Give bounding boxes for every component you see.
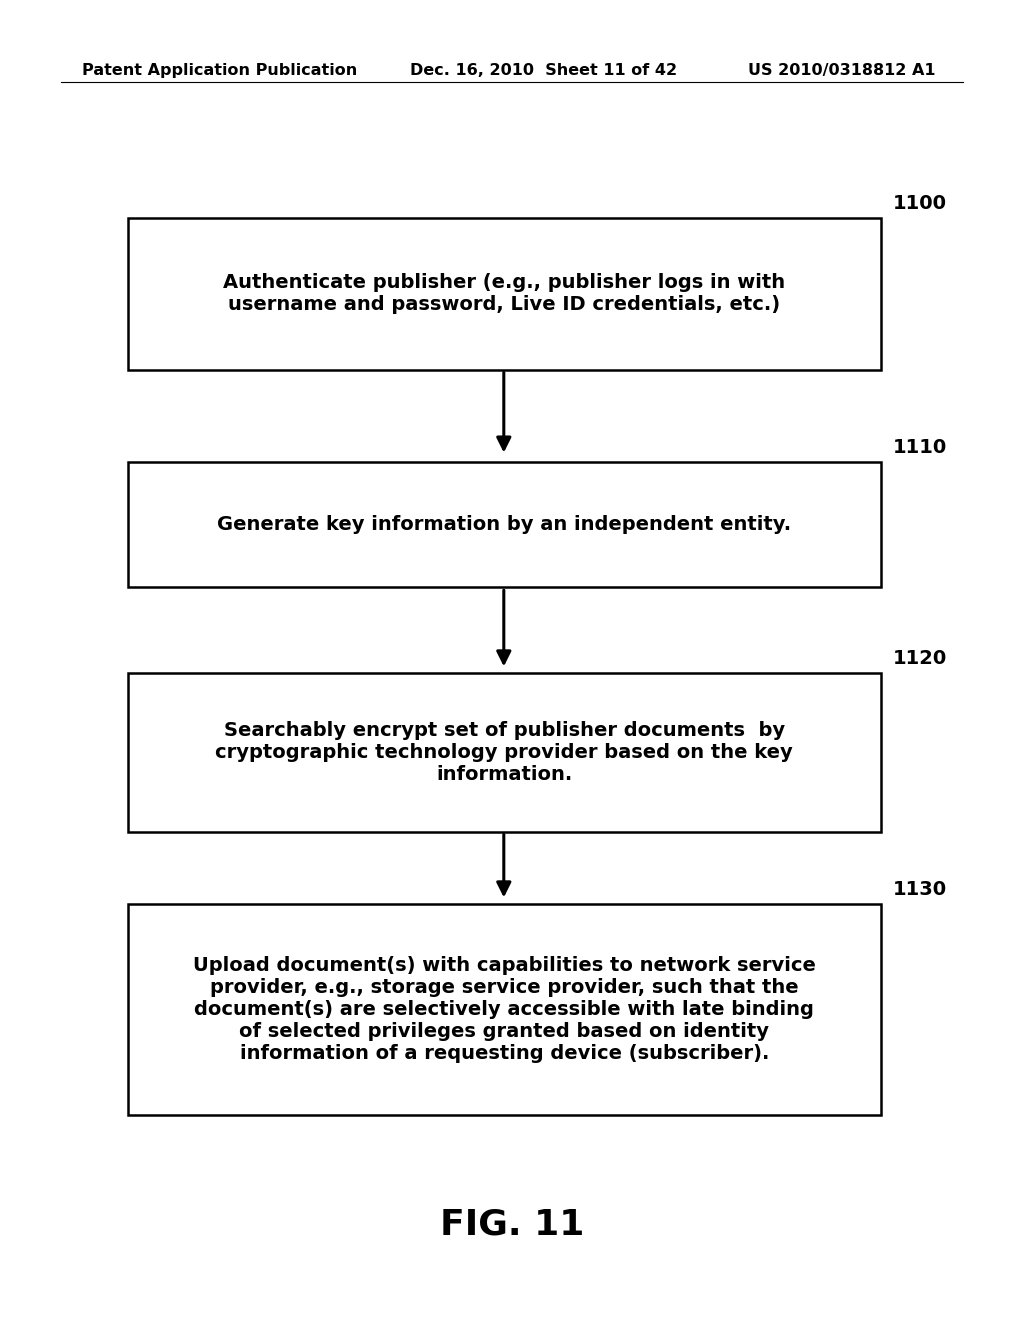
Text: Upload document(s) with capabilities to network service
provider, e.g., storage : Upload document(s) with capabilities to …	[193, 956, 816, 1064]
Text: Patent Application Publication: Patent Application Publication	[82, 63, 357, 78]
Text: 1130: 1130	[893, 880, 947, 899]
Text: Searchably encrypt set of publisher documents  by
cryptographic technology provi: Searchably encrypt set of publisher docu…	[215, 721, 794, 784]
Text: Generate key information by an independent entity.: Generate key information by an independe…	[217, 515, 792, 535]
Text: FIG. 11: FIG. 11	[440, 1208, 584, 1242]
Text: Dec. 16, 2010  Sheet 11 of 42: Dec. 16, 2010 Sheet 11 of 42	[410, 63, 677, 78]
Text: US 2010/0318812 A1: US 2010/0318812 A1	[748, 63, 935, 78]
Text: 1120: 1120	[893, 649, 947, 668]
Text: Authenticate publisher (e.g., publisher logs in with
username and password, Live: Authenticate publisher (e.g., publisher …	[223, 273, 785, 314]
Text: 1100: 1100	[893, 194, 947, 213]
Text: 1110: 1110	[893, 438, 947, 457]
